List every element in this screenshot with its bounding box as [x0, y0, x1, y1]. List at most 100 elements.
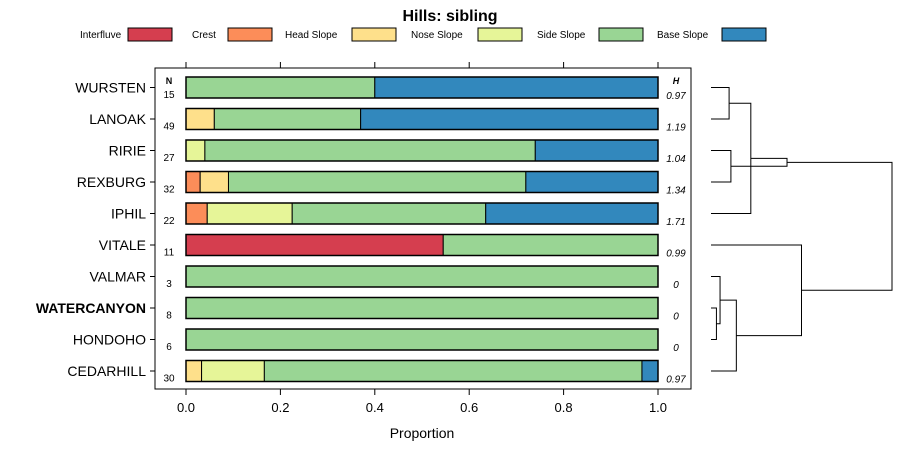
legend: Interfluve Crest Head Slope Nose Slope Side … [80, 27, 767, 42]
bar-outline [185, 107, 659, 131]
bar-segment [206, 202, 293, 225]
bar-segment [185, 360, 203, 382]
bar-outline [185, 170, 659, 194]
legend-label-3: Nose Slope [411, 30, 463, 41]
dendrogram-link [711, 150, 732, 183]
row-label: WURSTEN [75, 80, 146, 96]
bar-rows: WURSTEN 15 0.97 LANOAK 49 1.19 RIRIE 27 1.04 REXB… [36, 76, 686, 386]
x-tick-label: 0.8 [555, 400, 573, 415]
bar-outline [185, 328, 659, 351]
row-n-value: 22 [163, 216, 175, 227]
dendrogram-link [711, 87, 730, 120]
row-h-value: 0.99 [666, 249, 686, 260]
h-column-header: H [673, 76, 680, 86]
x-tick-label: 1.0 [649, 400, 667, 415]
legend-label-1: Crest [192, 30, 216, 41]
legend-swatch-4 [598, 27, 644, 42]
row-n-value: 30 [163, 374, 175, 385]
bar-outline [185, 202, 659, 225]
bar-segment [641, 360, 659, 382]
row-h-value: 0 [673, 312, 679, 323]
bar-segment [213, 108, 362, 130]
dendrogram-link [711, 276, 721, 325]
row-n-value: 32 [163, 185, 175, 196]
bar-outline [185, 359, 659, 383]
x-tick-label: 0.0 [177, 400, 195, 415]
bar-outline [185, 76, 659, 99]
row-label: CEDARHILL [67, 363, 146, 379]
row-label: LANOAK [89, 111, 146, 127]
legend-label-2: Head Slope [285, 30, 338, 41]
axes: 0.0 0.2 0.4 0.6 0.8 1.0 [177, 62, 667, 415]
bar-segment [185, 297, 659, 319]
n-column-header: N [166, 76, 173, 86]
row-h-value: 1.04 [666, 154, 686, 165]
row-n-value: 3 [166, 279, 172, 290]
legend-label-0: Interfluve [80, 30, 122, 41]
chart-title: Hills: sibling [402, 8, 497, 25]
bar-segment [227, 171, 527, 193]
dendrogram-link [711, 307, 717, 340]
dendrogram-link [711, 299, 737, 372]
x-axis-label: Proportion [390, 425, 455, 441]
bar-segment [485, 202, 659, 225]
bar-segment [185, 171, 201, 193]
row-label: VITALE [99, 237, 146, 253]
bar-segment [185, 265, 659, 288]
x-tick-label: 0.4 [366, 400, 384, 415]
legend-swatch-3 [477, 27, 523, 42]
bar-segment [185, 108, 215, 130]
row-label: REXBURG [77, 174, 146, 190]
bar-segment [442, 234, 659, 256]
bar-segment [185, 234, 444, 256]
legend-swatch-5 [721, 27, 767, 42]
row-h-value: 0.97 [666, 375, 686, 386]
row-h-value: 1.19 [666, 123, 686, 134]
legend-swatch-0 [127, 27, 173, 42]
bar-segment [291, 202, 487, 225]
row-h-value: 1.71 [666, 217, 685, 228]
bar-outline [185, 139, 659, 162]
dendrogram [711, 87, 893, 372]
bar-segment [185, 328, 659, 351]
bar-segment [201, 360, 265, 382]
bar-segment [374, 76, 659, 99]
bar-outline [185, 265, 659, 288]
row-n-value: 6 [166, 342, 172, 353]
bar-segment [263, 360, 643, 382]
dendrogram-link [711, 244, 802, 337]
bar-outline [185, 296, 659, 320]
row-n-value: 8 [166, 311, 172, 322]
x-tick-label: 0.2 [271, 400, 289, 415]
bar-segment [185, 202, 208, 225]
row-h-value: 1.34 [666, 186, 686, 197]
row-label: VALMAR [89, 269, 146, 285]
row-label: IPHIL [111, 206, 146, 222]
legend-label-5: Base Slope [657, 30, 709, 41]
dendrogram-link [787, 161, 893, 291]
x-tick-label: 0.6 [460, 400, 478, 415]
dendrogram-link [730, 157, 788, 167]
row-h-value: 0 [673, 343, 679, 354]
row-h-value: 0 [673, 280, 679, 291]
bar-segment [360, 108, 659, 130]
bar-segment [204, 139, 536, 162]
bar-segment [185, 76, 376, 99]
row-n-value: 27 [163, 153, 175, 164]
bar-segment [185, 139, 206, 162]
bar-segment [525, 171, 659, 193]
legend-swatch-2 [351, 27, 397, 42]
row-n-value: 49 [163, 122, 175, 133]
row-h-value: 0.97 [666, 91, 686, 102]
bar-outline [185, 233, 659, 257]
row-n-value: 11 [164, 248, 175, 259]
plot-frame [154, 67, 692, 390]
row-label: WATERCANYON [36, 300, 146, 316]
legend-label-4: Side Slope [537, 30, 586, 41]
row-label: RIRIE [109, 143, 146, 159]
row-n-value: 15 [163, 90, 175, 101]
legend-swatch-1 [227, 27, 273, 42]
bar-segment [534, 139, 659, 162]
